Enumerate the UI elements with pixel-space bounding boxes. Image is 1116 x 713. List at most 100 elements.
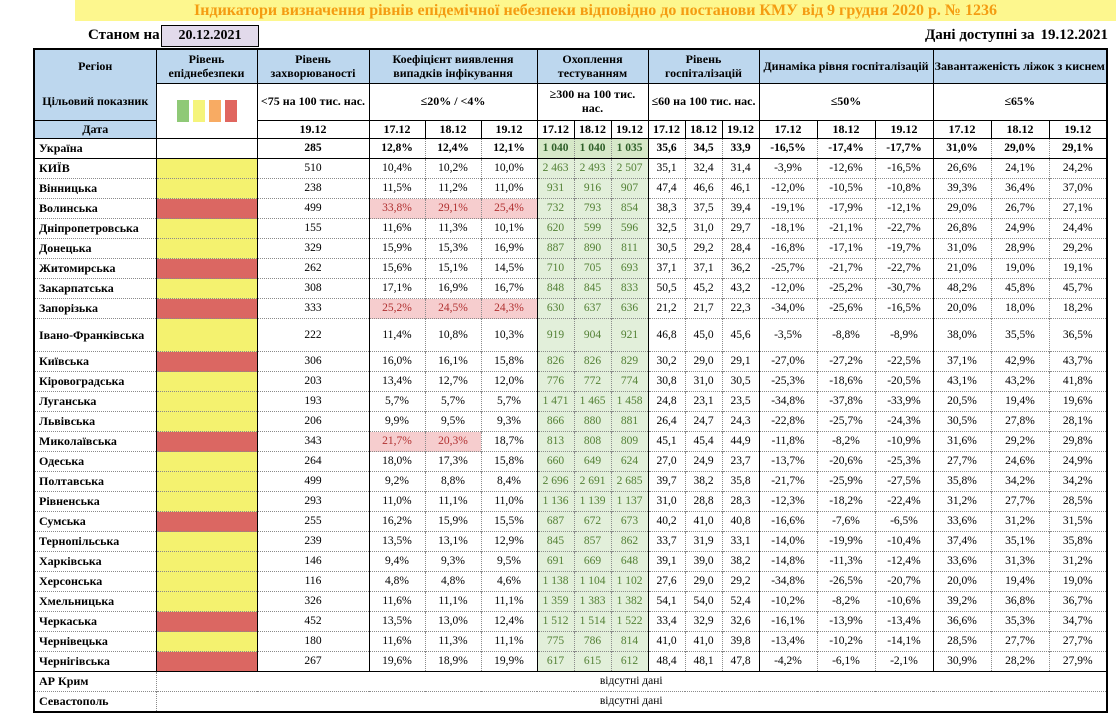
beds-cell: 21,0%	[932, 258, 992, 279]
detection-cell: 8,8%	[424, 471, 482, 492]
detection-cell: 16,0%	[368, 351, 426, 372]
testing-cell: 845	[536, 531, 575, 552]
detection-date-3: 19.12	[480, 120, 538, 139]
beds-cell: 43,1%	[932, 371, 992, 392]
detection-cell: 17,3%	[424, 451, 482, 472]
hosp-cell: 45,2	[684, 278, 723, 299]
dynamics-cell: -20,6%	[816, 451, 876, 472]
testing-cell: 630	[536, 298, 575, 319]
testing-cell: 1 471	[536, 391, 575, 412]
hosp-cell: 28,4	[721, 238, 760, 259]
beds-cell: 27,8%	[990, 411, 1050, 432]
detection-cell: 11,3%	[424, 631, 482, 652]
incidence-cell: 262	[256, 258, 370, 279]
hosp-cell: 32,6	[721, 611, 760, 632]
hosp-cell: 39,8	[721, 631, 760, 652]
dynamics-cell: -25,3%	[758, 371, 818, 392]
epid-level-cell	[155, 451, 258, 472]
dynamics-cell: -12,0%	[758, 178, 818, 199]
dynamics-cell: -10,6%	[874, 591, 934, 612]
testing-cell: 1 102	[610, 571, 649, 592]
epid-level-cell	[155, 218, 258, 239]
detection-cell: 15,3%	[424, 238, 482, 259]
region-cell: Рівненська	[34, 491, 157, 512]
detection-cell: 17,1%	[368, 278, 426, 299]
detection-cell: 13,1%	[424, 531, 482, 552]
beds-cell: 29,2%	[990, 431, 1050, 452]
epid-level-cell	[155, 198, 258, 219]
table-row: Рівненська 293 11,0% 11,1% 11,0% 1 136 1 139 1 …	[34, 491, 1108, 512]
beds-cell: 34,7%	[1048, 611, 1108, 632]
hosp-cell: 45,1	[647, 431, 686, 452]
testing-cell: 814	[610, 631, 649, 652]
detection-cell: 11,0%	[480, 491, 538, 512]
testing-cell: 1 040	[573, 138, 612, 159]
epid-group-header: Рівень епіднебезпеки	[155, 48, 258, 84]
beds-cell: 31,3%	[990, 551, 1050, 572]
hosp-cell: 34,5	[684, 138, 723, 159]
hosp-cell: 52,4	[721, 591, 760, 612]
region-cell: Тернопільська	[34, 531, 157, 552]
dynamics-cell: -6,5%	[874, 511, 934, 532]
beds-cell: 36,4%	[990, 178, 1050, 199]
detection-cell: 15,5%	[480, 511, 538, 532]
beds-cell: 38,0%	[932, 318, 992, 352]
detection-cell: 9,2%	[368, 471, 426, 492]
incidence-cell: 285	[256, 138, 370, 159]
epid-level-cell	[155, 158, 258, 179]
region-cell: Івано-Франківська	[34, 318, 157, 352]
detection-cell: 12,4%	[480, 611, 538, 632]
dynamics-cell: -22,7%	[874, 218, 934, 239]
dynamics-cell: -21,7%	[816, 258, 876, 279]
dynamics-cell: -25,3%	[874, 451, 934, 472]
beds-cell: 36,7%	[1048, 591, 1108, 612]
epid-level-swatch-2	[192, 100, 205, 122]
testing-cell: 620	[536, 218, 575, 239]
dynamics-cell: -11,8%	[758, 431, 818, 452]
dynamics-cell: -22,8%	[758, 411, 818, 432]
hosp-cell: 41,0	[647, 631, 686, 652]
hosp-cell: 38,2	[721, 551, 760, 572]
beds-cell: 43,2%	[990, 371, 1050, 392]
testing-cell: 2 493	[573, 158, 612, 179]
beds-cell: 27,1%	[1048, 198, 1108, 219]
hosp-cell: 24,8	[647, 391, 686, 412]
detection-cell: 11,1%	[480, 591, 538, 612]
hosp-cell: 37,1	[684, 258, 723, 279]
epid-level-swatch-1	[176, 100, 189, 122]
dynamics-cell: -16,6%	[758, 511, 818, 532]
testing-cell: 919	[536, 318, 575, 352]
hosp-cell: 32,4	[684, 158, 723, 179]
incidence-cell: 193	[256, 391, 370, 412]
dynamics-cell: -2,1%	[874, 651, 934, 672]
dynamics-cell: -33,9%	[874, 391, 934, 412]
detection-cell: 12,7%	[424, 371, 482, 392]
testing-date-1: 17.12	[536, 120, 575, 139]
hosp-date-1: 17.12	[647, 120, 686, 139]
dynamics-date-1: 17.12	[758, 120, 818, 139]
beds-cell: 35,3%	[990, 611, 1050, 632]
dynamics-cell: -12,6%	[816, 158, 876, 179]
hosp-cell: 33,9	[721, 138, 760, 159]
hosp-cell: 29,0	[684, 571, 723, 592]
testing-cell: 599	[573, 218, 612, 239]
table-row: Кіровоградська 203 13,4% 12,7% 12,0% 776 772 77…	[34, 371, 1108, 392]
indicators-table: Регіон Рівень епіднебезпеки Рівень захво…	[33, 48, 1108, 713]
testing-cell: 612	[610, 651, 649, 672]
hosp-cell: 48,1	[684, 651, 723, 672]
dynamics-cell: -27,5%	[874, 471, 934, 492]
beds-cell: 30,5%	[932, 411, 992, 432]
dynamics-cell: -17,4%	[816, 138, 876, 159]
detection-cell: 9,5%	[480, 551, 538, 572]
detection-cell: 18,9%	[424, 651, 482, 672]
detection-cell: 5,7%	[480, 391, 538, 412]
detection-cell: 11,0%	[480, 178, 538, 199]
dynamics-cell: -10,9%	[874, 431, 934, 452]
region-cell: Житомирська	[34, 258, 157, 279]
available-date: 19.12.2021	[1040, 27, 1109, 43]
hosp-cell: 47,8	[721, 651, 760, 672]
hosp-cell: 37,1	[647, 258, 686, 279]
detection-cell: 11,6%	[368, 631, 426, 652]
dynamics-cell: -10,2%	[758, 591, 818, 612]
detection-cell: 18,7%	[480, 431, 538, 452]
